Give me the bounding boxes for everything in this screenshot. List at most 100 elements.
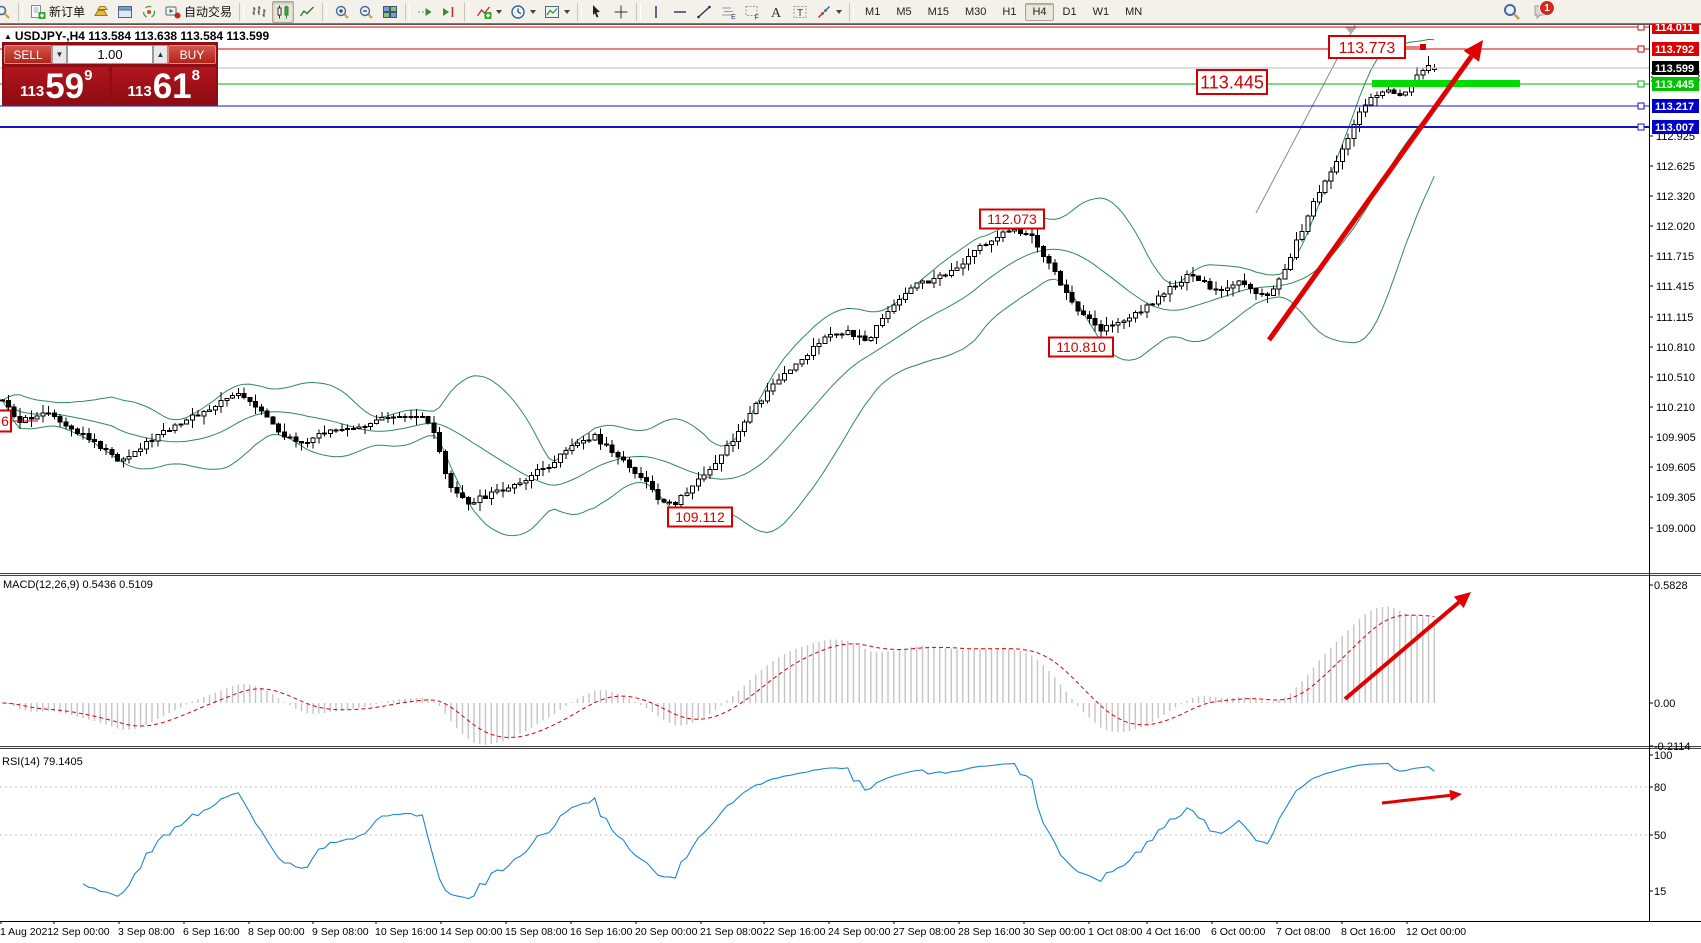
macd-trend-arrow[interactable] xyxy=(1343,592,1471,701)
timeframe-h1-button[interactable]: H1 xyxy=(1002,5,1017,18)
zoom-in-button[interactable] xyxy=(331,1,353,23)
buy-price-prefix: 113 xyxy=(127,83,152,100)
auto-scroll-button[interactable] xyxy=(414,1,436,23)
text-label-button[interactable]: T xyxy=(789,1,811,23)
toolbar-separator xyxy=(636,2,642,21)
fibo-icon: E xyxy=(720,4,736,20)
search-left-button[interactable] xyxy=(0,1,14,23)
svg-text:113.599: 113.599 xyxy=(1655,63,1694,75)
arrows-button[interactable] xyxy=(813,1,845,23)
timeframe-m1-button[interactable]: M1 xyxy=(865,5,881,18)
svg-text:14 Sep 00:00: 14 Sep 00:00 xyxy=(440,926,503,938)
svg-text:21 Sep 08:00: 21 Sep 08:00 xyxy=(700,926,763,938)
svg-text:6 Oct 00:00: 6 Oct 00:00 xyxy=(1211,926,1265,938)
price-annotation-109.112[interactable]: 109.112 xyxy=(667,506,733,528)
gold-instrument-button[interactable] xyxy=(90,1,112,23)
tile-windows-button[interactable] xyxy=(379,1,401,23)
candles-icon xyxy=(275,4,291,20)
hline-handle[interactable] xyxy=(1637,45,1645,53)
timeframe-d1-button[interactable]: D1 xyxy=(1062,5,1077,18)
svg-text:112.625: 112.625 xyxy=(1656,161,1695,173)
price-annotation-113.445[interactable]: 113.445 xyxy=(1196,69,1268,95)
sell-price-prefix: 113 xyxy=(20,83,45,100)
volume-decrease-button[interactable]: ▼ xyxy=(52,45,67,64)
trendline-button[interactable] xyxy=(693,1,715,23)
candles-chart-button[interactable] xyxy=(272,0,295,23)
chart-window-button[interactable] xyxy=(114,1,136,23)
svg-text:7 Oct 08:00: 7 Oct 08:00 xyxy=(1276,926,1330,938)
buy-button[interactable]: BUY xyxy=(168,45,216,64)
volume-input[interactable]: 1.00 xyxy=(67,45,153,64)
support-zone-bar[interactable] xyxy=(1372,80,1520,87)
new-order-button[interactable]: 新订单 xyxy=(27,1,88,23)
timeframe-h4-button[interactable]: H4 xyxy=(1025,2,1054,21)
horizontal-line-button[interactable] xyxy=(669,1,691,23)
svg-text:-0.2114: -0.2114 xyxy=(1654,741,1691,753)
hline-handle[interactable] xyxy=(1637,123,1645,131)
templates-button[interactable] xyxy=(541,1,573,23)
sell-price-button[interactable]: 113 59 9 xyxy=(4,67,109,104)
timeframe-mn-button[interactable]: MN xyxy=(1125,5,1143,18)
axis-price-label xyxy=(1652,99,1699,113)
autoscroll-icon xyxy=(417,4,433,20)
price-annotation-6[interactable]: 6 xyxy=(0,409,38,433)
price-trend-arrow[interactable] xyxy=(1266,40,1483,342)
hline-handle[interactable] xyxy=(1637,80,1645,88)
auto-trading-button[interactable]: 自动交易 xyxy=(162,1,235,23)
hline-handle[interactable] xyxy=(1637,102,1645,110)
trade-panel-prices: 113 59 9 113 61 8 xyxy=(4,67,216,104)
svg-text:20 Sep 00:00: 20 Sep 00:00 xyxy=(635,926,698,938)
rsi-trend-arrow[interactable] xyxy=(1381,789,1462,805)
cursor-button[interactable] xyxy=(586,1,608,23)
textA-icon: A xyxy=(768,4,784,20)
price-annotation-113.773[interactable]: 113.773 xyxy=(1328,35,1426,59)
time-axis: 1 Aug 2021 2 Sep 00:00 3 Sep 08:00 6 Sep 16… xyxy=(0,921,1466,938)
chart-shift-button[interactable] xyxy=(438,1,460,23)
signals-button[interactable] xyxy=(138,1,160,23)
price-annotation-110.810[interactable]: 110.810 xyxy=(1048,336,1114,358)
timeframe-m15-button[interactable]: M15 xyxy=(927,5,949,18)
line-chart-button[interactable] xyxy=(296,1,318,23)
add-indicator-button[interactable] xyxy=(473,1,505,23)
vertical-line-button[interactable] xyxy=(645,1,667,23)
notifications-icon[interactable]: 1 xyxy=(1531,0,1555,22)
axis-price-label xyxy=(1652,120,1699,134)
toolbar: 新订单 自动交易 E F A T M1 M5 M15 M30 H1 H4 D1 W1 MN xyxy=(0,0,1701,24)
dropdown-caret-icon[interactable] xyxy=(836,9,843,14)
chart-shift-marker[interactable] xyxy=(1345,27,1357,34)
candlesticks xyxy=(0,56,1437,517)
shift-icon xyxy=(441,4,457,20)
text-button[interactable]: A xyxy=(765,1,787,23)
dropdown-caret-icon[interactable] xyxy=(564,9,571,14)
macd-indicator-label: MACD(12,26,9) 0.5436 0.5109 xyxy=(3,579,153,591)
fibonacci-button[interactable]: F xyxy=(741,1,763,23)
crosshair-button[interactable] xyxy=(610,1,632,23)
clock-icon xyxy=(510,4,526,20)
toolbar-separator xyxy=(18,2,23,21)
sell-button[interactable]: SELL xyxy=(4,45,52,64)
volume-increase-button[interactable]: ▲ xyxy=(153,45,168,64)
bars-chart-button[interactable] xyxy=(248,1,270,23)
dropdown-caret-icon[interactable] xyxy=(496,9,503,14)
svg-text:8 Oct 16:00: 8 Oct 16:00 xyxy=(1341,926,1395,938)
zoom-out-button[interactable] xyxy=(355,1,377,23)
price-annotation-112.073[interactable]: 112.073 xyxy=(979,208,1045,230)
buy-price-big: 61 xyxy=(152,67,192,107)
autotrade-icon xyxy=(165,4,181,20)
periods-button[interactable] xyxy=(507,1,539,23)
buy-price-button[interactable]: 113 61 8 xyxy=(111,67,216,107)
search-icon[interactable] xyxy=(1502,2,1522,22)
timeframe-w1-button[interactable]: W1 xyxy=(1092,5,1110,18)
svg-text:110.210: 110.210 xyxy=(1656,402,1695,414)
macd-indicator xyxy=(2,606,1435,745)
dropdown-caret-icon[interactable] xyxy=(530,9,537,14)
equidistant-channel-button[interactable]: E xyxy=(717,1,739,23)
timeframe-m5-button[interactable]: M5 xyxy=(896,5,912,18)
one-click-trading-panel: SELL ▼ 1.00 ▲ BUY 113 59 9 113 61 8 xyxy=(2,42,218,106)
symbol-collapse-icon[interactable]: ▲ xyxy=(4,32,12,41)
price-axis: 112.925112.625112.320112.020111.715111.4… xyxy=(1649,20,1700,921)
axis-price-label xyxy=(1652,61,1699,75)
tline-icon xyxy=(696,4,712,20)
template-icon xyxy=(544,4,560,20)
timeframe-m30-button[interactable]: M30 xyxy=(965,5,987,18)
